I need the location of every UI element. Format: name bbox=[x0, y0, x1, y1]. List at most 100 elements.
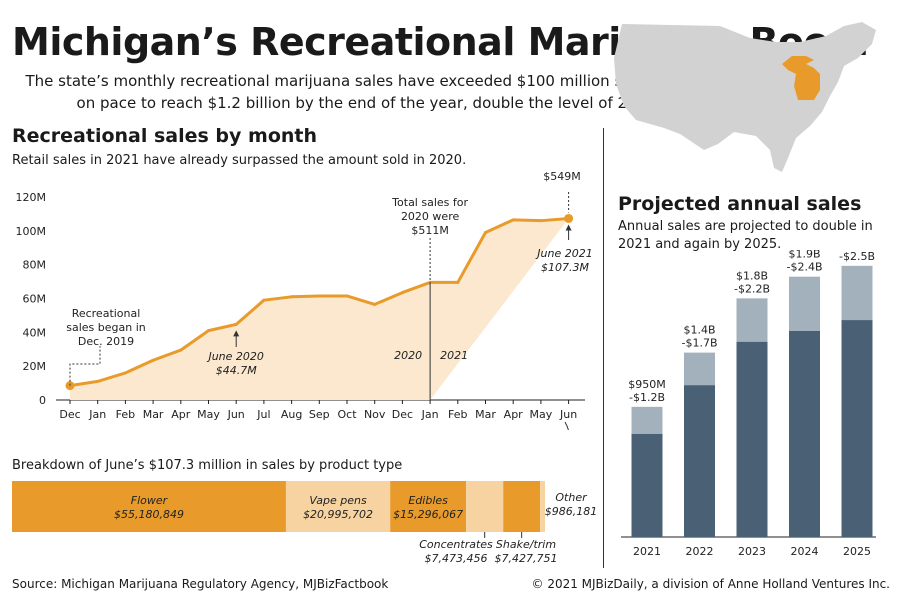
segment-label: Shake/trim bbox=[496, 538, 556, 551]
projection-low-bar bbox=[841, 320, 873, 537]
segment-label: Vape pens bbox=[309, 494, 367, 507]
data-point bbox=[484, 231, 487, 235]
page-subtitle: The state’s monthly recreational marijua… bbox=[25, 72, 755, 112]
data-point bbox=[345, 294, 349, 298]
segment-label: Edibles bbox=[408, 494, 448, 507]
x-tick-label: Aug bbox=[281, 408, 302, 421]
segment-value: $15,296,067 bbox=[393, 508, 463, 521]
year-2020-label: 2020 bbox=[394, 349, 422, 362]
bar-value-label: $1.8B bbox=[736, 269, 768, 282]
projection-low-bar bbox=[789, 330, 820, 537]
data-point bbox=[539, 219, 543, 223]
y-tick-label: 20M bbox=[23, 360, 47, 373]
breakdown-segment bbox=[466, 481, 504, 532]
data-point bbox=[207, 329, 210, 333]
y-tick-label: 0 bbox=[39, 394, 46, 407]
data-point bbox=[65, 381, 75, 391]
projection-range-bar bbox=[684, 352, 715, 386]
projection-low-bar bbox=[684, 385, 715, 537]
bar-value-label: $1.9B bbox=[788, 250, 820, 261]
monthly-sales-chart: 0 20M 40M 60M 80M 100M 120M Dec Jan Feb Mar Apr May J… bbox=[16, 170, 593, 430]
year-label: 2022 bbox=[686, 545, 714, 558]
year-label: 2021 bbox=[633, 545, 661, 558]
segment-value: $7,473,456 bbox=[425, 552, 488, 565]
us-map-icon bbox=[614, 22, 876, 172]
data-point bbox=[317, 294, 321, 298]
projection-range-bar bbox=[841, 265, 873, 321]
segment-label: Other bbox=[555, 491, 588, 504]
product-breakdown-chart: Breakdown of June’s $107.3 million in sa… bbox=[12, 458, 598, 565]
total2020-annotation: $511M bbox=[411, 224, 449, 237]
bar-value-label: -$1.2B bbox=[629, 391, 665, 404]
jun2020-arrowhead bbox=[233, 330, 240, 337]
data-point bbox=[564, 213, 574, 223]
jun2020-annotation: June 2020 bbox=[206, 350, 263, 363]
bar-value-label: $1.4B bbox=[683, 324, 715, 337]
x-tick-label: May bbox=[197, 408, 220, 421]
monthly-section-title: Recreational sales by month bbox=[12, 125, 318, 147]
annual-sales-chart: $950M-$1.2B 2021 $1.4B-$1.7B 2022 $1.8B-$2.2… bbox=[621, 250, 876, 558]
y-tick-label: 120M bbox=[16, 191, 47, 204]
segment-value: $7,427,751 bbox=[495, 552, 558, 565]
y-tick-label: 80M bbox=[23, 259, 47, 272]
data-point bbox=[400, 291, 404, 295]
breakdown-segment bbox=[390, 481, 467, 532]
x-tick-label: Feb bbox=[116, 408, 135, 421]
bar-value-label: -$1.7B bbox=[681, 337, 717, 350]
start-annotation: Dec. 2019 bbox=[78, 335, 134, 348]
breakdown-segment bbox=[285, 481, 391, 532]
x-tick-label: Jan bbox=[421, 408, 439, 421]
x-tick-label: Oct bbox=[337, 408, 357, 421]
monthly-section-subtitle: Retail sales in 2021 have already surpas… bbox=[12, 153, 467, 168]
total2020-annotation: Total sales for bbox=[391, 196, 468, 209]
data-point bbox=[96, 379, 100, 383]
bar-value-label: -$2.2B bbox=[734, 282, 770, 295]
year-label: 2025 bbox=[843, 545, 871, 558]
start-annotation: sales began in bbox=[66, 321, 146, 334]
data-point bbox=[373, 302, 377, 306]
year-label: 2023 bbox=[738, 545, 766, 558]
breakdown-arrow bbox=[564, 421, 569, 430]
total2021-annotation: $549M bbox=[543, 170, 581, 183]
data-point bbox=[511, 218, 515, 222]
x-tick-label: Dec bbox=[59, 408, 80, 421]
annual-section-title: Projected annual sales bbox=[618, 193, 862, 215]
segment-label: Concentrates bbox=[419, 538, 493, 551]
year-label: 2024 bbox=[791, 545, 819, 558]
projection-range-bar bbox=[789, 276, 820, 331]
data-point bbox=[151, 358, 155, 362]
projection-range-bar bbox=[736, 298, 768, 342]
bar-value-label: -$2.4B bbox=[786, 261, 822, 274]
copyright-note: © 2021 MJBizDaily, a division of Anne Ho… bbox=[531, 577, 891, 591]
x-tick-label: Dec bbox=[392, 408, 413, 421]
jun2020-annotation: $44.7M bbox=[216, 364, 257, 377]
y-tick-label: 60M bbox=[23, 293, 47, 306]
breakdown-title: Breakdown of June’s $107.3 million in sa… bbox=[12, 458, 402, 473]
jun2021-annotation: $107.3M bbox=[541, 261, 589, 274]
projection-range-bar bbox=[631, 406, 663, 434]
data-point bbox=[123, 371, 127, 375]
x-tick-label: Apr bbox=[504, 408, 524, 421]
segment-value: $986,181 bbox=[545, 505, 598, 518]
annual-section-subtitle: Annual sales are projected to double in … bbox=[618, 219, 873, 252]
projection-low-bar bbox=[631, 433, 663, 537]
x-tick-label: Mar bbox=[143, 408, 164, 421]
source-note: Source: Michigan Marijuana Regulatory Ag… bbox=[12, 577, 389, 591]
total2020-annotation: 2020 were bbox=[401, 210, 460, 223]
jun2021-annotation: June 2021 bbox=[535, 247, 592, 260]
x-tick-label: Nov bbox=[364, 408, 386, 421]
x-tick-label: Sep bbox=[309, 408, 330, 421]
breakdown-segment bbox=[540, 481, 545, 532]
x-tick-label: Jun bbox=[227, 408, 245, 421]
bar-value-label: -$2.5B bbox=[839, 250, 875, 263]
section-divider bbox=[603, 128, 604, 568]
breakdown-segment bbox=[503, 481, 541, 532]
bar-value-label: $950M bbox=[628, 378, 666, 391]
x-tick-label: Jul bbox=[256, 408, 270, 421]
data-point bbox=[262, 298, 266, 302]
x-tick-label: Apr bbox=[171, 408, 191, 421]
michigan-highlight bbox=[782, 56, 820, 100]
x-tick-label: Jan bbox=[88, 408, 106, 421]
area-fill-2020 bbox=[70, 218, 569, 400]
y-tick-label: 40M bbox=[23, 326, 47, 339]
